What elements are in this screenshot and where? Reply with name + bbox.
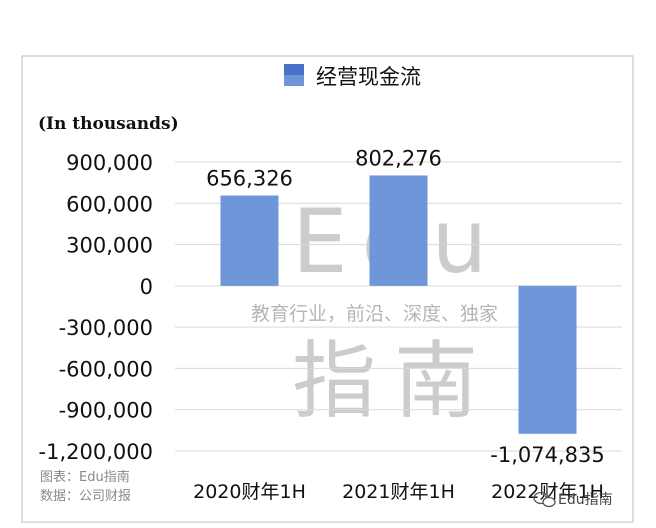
data-labels: 656,326 802,276 -1,074,835 (206, 146, 605, 466)
wechat-icon (533, 491, 556, 508)
data-credit: 数据：公司财报 (40, 489, 131, 504)
bar (518, 285, 577, 434)
brand-badge: Edu指南 (533, 491, 613, 508)
y-tick-label: 900,000 (66, 151, 153, 175)
unit-note: (In thousands) (38, 114, 179, 134)
y-tick-label: -900,000 (59, 399, 153, 423)
legend-swatch-bottom (284, 75, 304, 86)
x-category-label: 2020财年1H (193, 481, 306, 503)
y-tick-label: -1,200,000 (39, 440, 153, 464)
watermark-chinese: 指南 (292, 332, 496, 430)
bar (369, 175, 428, 286)
legend-label: 经营现金流 (316, 65, 421, 89)
badge-text: Edu指南 (558, 492, 613, 508)
y-tick-label: -300,000 (59, 316, 153, 340)
x-axis-categories: 2020财年1H 2021财年1H 2022财年1H (193, 481, 604, 503)
legend: 经营现金流 (284, 64, 421, 89)
y-axis-ticks: 900,000 600,000 300,000 0 -300,000 -600,000 -9… (39, 151, 153, 464)
y-tick-label: 600,000 (66, 192, 153, 216)
data-label: -1,074,835 (490, 443, 604, 467)
data-label: 656,326 (206, 167, 293, 191)
legend-swatch-top (284, 64, 304, 75)
data-label: 802,276 (355, 146, 442, 170)
x-category-label: 2021财年1H (342, 481, 455, 503)
chart-credit: 图表：Edu指南 (40, 469, 130, 485)
bars (220, 175, 577, 434)
chart-frame (21, 55, 634, 523)
watermark-tagline: 教育行业，前沿、深度、独家 (251, 303, 498, 325)
bar (220, 195, 279, 286)
y-tick-label: 300,000 (66, 234, 153, 258)
x-category-label: 2022财年1H (491, 481, 604, 503)
y-tick-label: -600,000 (59, 357, 153, 381)
y-tick-label: 0 (140, 275, 153, 299)
